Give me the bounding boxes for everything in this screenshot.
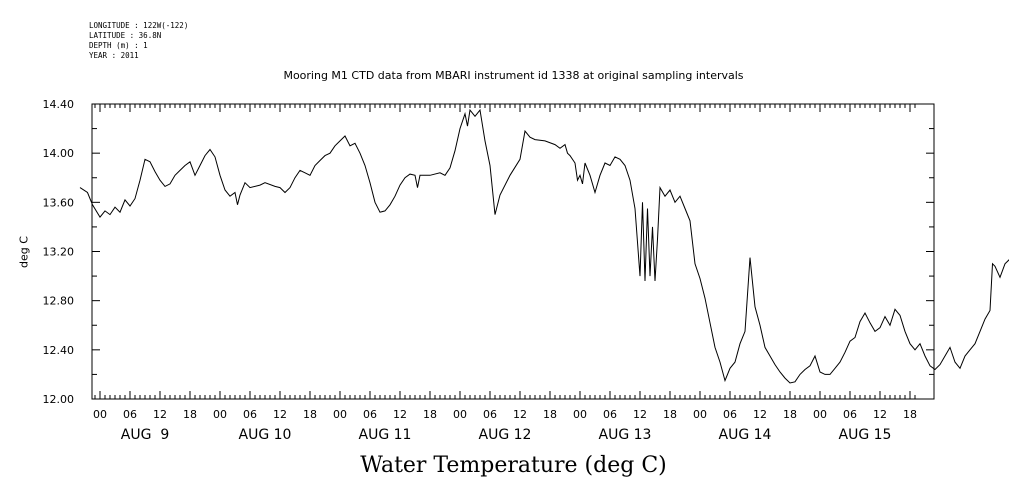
metadata-block: LONGITUDE : 122W(-122) LATITUDE : 36.8N … [89, 21, 188, 61]
x-hour-label: 18 [303, 408, 317, 421]
x-hour-label: 18 [183, 408, 197, 421]
x-hour-label: 12 [153, 408, 167, 421]
x-hour-label: 18 [663, 408, 677, 421]
x-hour-label: 12 [273, 408, 287, 421]
x-day-label: AUG 10 [239, 427, 292, 443]
x-hour-label: 06 [363, 408, 377, 421]
x-hour-label: 12 [513, 408, 527, 421]
x-day-label: AUG 14 [719, 427, 772, 443]
y-tick-label: 13.20 [43, 246, 75, 259]
x-day-label: AUG 11 [359, 427, 412, 443]
meta-latitude: LATITUDE : 36.8N [89, 31, 162, 40]
x-hour-label: 12 [393, 408, 407, 421]
x-hour-label: 06 [843, 408, 857, 421]
x-hour-label: 00 [693, 408, 707, 421]
x-day-label: AUG 12 [479, 427, 532, 443]
x-hour-label: 18 [543, 408, 557, 421]
y-tick-label: 12.80 [43, 295, 75, 308]
chart-title: Mooring M1 CTD data from MBARI instrumen… [283, 69, 744, 82]
x-hour-label: 12 [753, 408, 767, 421]
x-hour-label: 00 [813, 408, 827, 421]
x-hour-label: 06 [243, 408, 257, 421]
x-hour-label: 00 [333, 408, 347, 421]
y-tick-label: 12.00 [43, 393, 75, 406]
x-hour-label: 06 [483, 408, 497, 421]
x-hour-label: 18 [783, 408, 797, 421]
x-hour-label: 00 [573, 408, 587, 421]
x-day-label: AUG 15 [839, 427, 892, 443]
x-axis-label: Water Temperature (deg C) [360, 453, 667, 478]
x-hour-label: 00 [213, 408, 227, 421]
x-hour-label: 06 [123, 408, 137, 421]
series-line [79, 108, 1009, 384]
x-hour-label: 06 [723, 408, 737, 421]
x-hour-label: 18 [903, 408, 917, 421]
y-tick-label: 13.60 [43, 196, 75, 209]
x-day-label: AUG 9 [121, 427, 169, 443]
x-day-label: AUG 13 [599, 427, 652, 443]
meta-longitude: LONGITUDE : 122W(-122) [89, 21, 189, 30]
x-hour-label: 12 [633, 408, 647, 421]
x-hour-label: 00 [453, 408, 467, 421]
meta-year: YEAR : 2011 [89, 51, 139, 60]
x-hour-label: 18 [423, 408, 437, 421]
x-hour-label: 00 [93, 408, 107, 421]
axes-layer: 12.00 12.40 12.80 13.20 13.60 14.00 14.40 00 06 1… [43, 98, 934, 443]
meta-depth: DEPTH (m) : 1 [89, 41, 148, 50]
x-hour-label: 12 [873, 408, 887, 421]
y-tick-label: 14.40 [43, 98, 75, 111]
plot-frame [91, 103, 935, 400]
y-tick-label: 12.40 [43, 344, 75, 357]
x-hour-label: 06 [603, 408, 617, 421]
y-tick-label: 14.00 [43, 147, 75, 160]
series-layer [79, 108, 1009, 384]
